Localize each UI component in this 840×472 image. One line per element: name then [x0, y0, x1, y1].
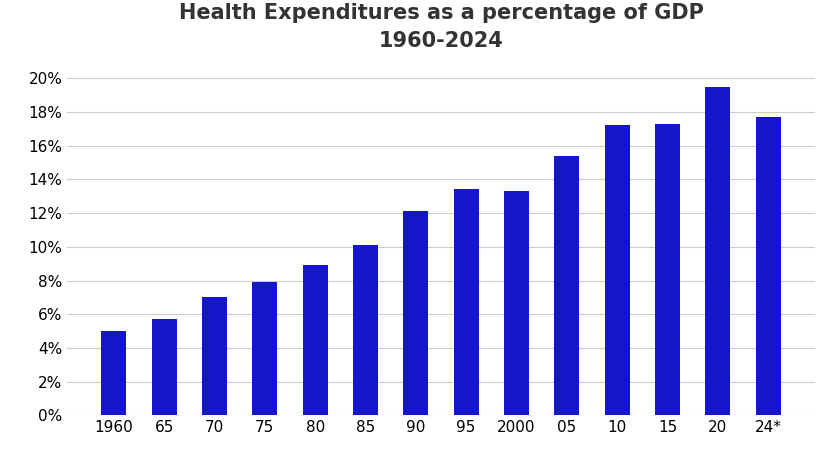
Bar	[403, 211, 428, 415]
Title: Health Expenditures as a percentage of GDP
1960-2024: Health Expenditures as a percentage of G…	[179, 3, 703, 51]
Bar	[101, 331, 126, 415]
Bar	[151, 319, 176, 415]
Bar	[454, 189, 479, 415]
Bar	[605, 126, 630, 415]
Bar	[302, 265, 328, 415]
Bar	[655, 124, 680, 415]
Bar	[504, 191, 529, 415]
Bar	[202, 297, 227, 415]
Bar	[756, 117, 781, 415]
Bar	[252, 282, 277, 415]
Bar	[353, 245, 378, 415]
Bar	[706, 87, 731, 415]
Bar	[554, 156, 580, 415]
